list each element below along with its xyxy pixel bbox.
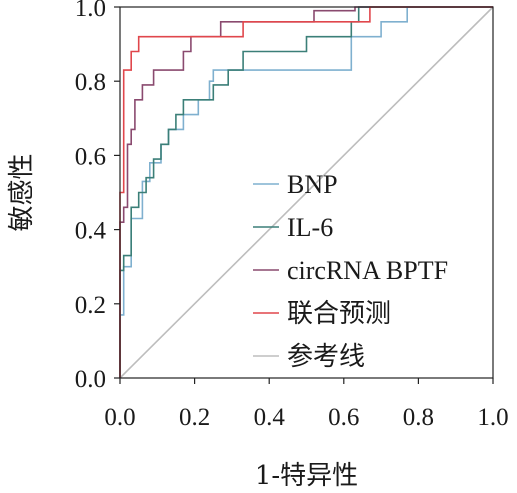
y-tick-label: 0.4 — [75, 218, 107, 245]
x-tick-label: 0.8 — [403, 404, 434, 431]
series-line-4 — [119, 6, 494, 379]
x-tick-label: 1.0 — [477, 404, 508, 431]
y-tick-label: 0.6 — [75, 143, 106, 170]
legend-label-3: 联合预测 — [287, 299, 391, 328]
y-axis-title: 敏感性 — [7, 153, 37, 231]
legend-label-4: 参考线 — [287, 342, 365, 371]
x-tick-label: 0.0 — [104, 404, 135, 431]
legend-label-2: circRNA BPTF — [287, 256, 448, 285]
x-tick-label: 0.6 — [328, 404, 359, 431]
series-line-1 — [119, 6, 493, 378]
plot-lines — [119, 6, 494, 379]
y-tick-label: 0.2 — [75, 292, 106, 319]
legend-label-0: BNP — [287, 170, 338, 199]
x-tick-label: 0.4 — [254, 404, 286, 431]
y-tick-label: 0.8 — [75, 69, 106, 96]
y-tick-label: 0.0 — [75, 366, 106, 393]
axis-ticks: 0.0 0.0 0.2 0.2 0.4 0.4 0.6 0.6 0.8 0.8 1.0 1.0 — [75, 0, 509, 431]
x-tick-label: 0.2 — [179, 404, 210, 431]
y-tick-label: 1.0 — [75, 0, 106, 22]
legend-label-1: IL-6 — [287, 213, 333, 242]
plot-frame — [119, 6, 494, 379]
series-line-3 — [119, 6, 493, 378]
x-axis-title: 1-特异性 — [255, 461, 358, 491]
